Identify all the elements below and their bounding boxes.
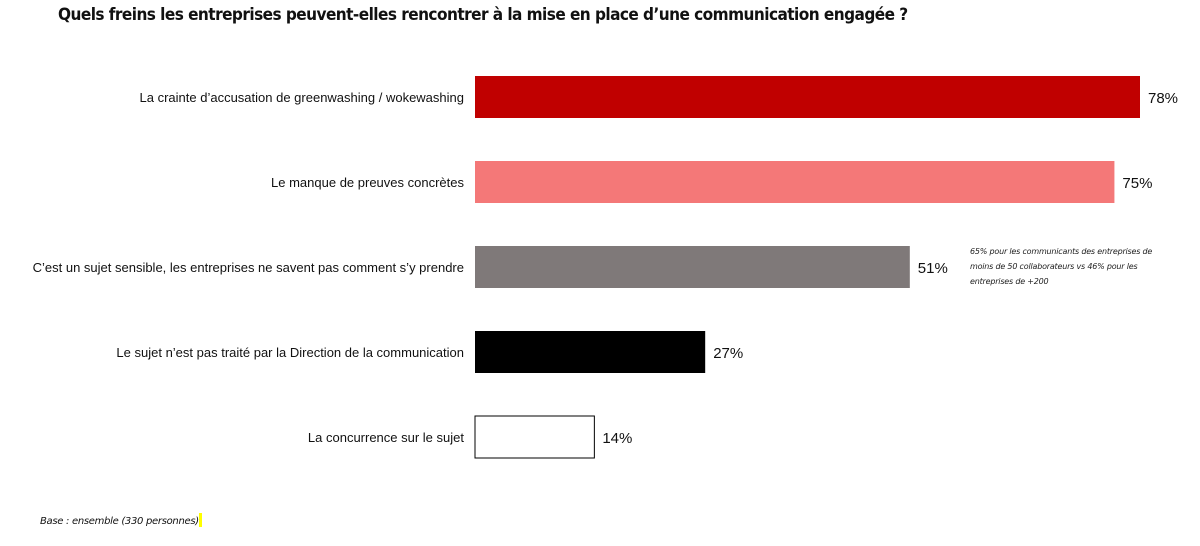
value-label: 14% (602, 430, 632, 447)
category-label: Le sujet n’est pas traité par la Directi… (116, 345, 464, 360)
bar (475, 161, 1115, 203)
value-label: 78% (1148, 90, 1178, 107)
highlight-mark (198, 513, 202, 527)
annotation-note: 65% pour les communicants des entreprise… (970, 247, 1153, 286)
value-label: 75% (1122, 175, 1152, 192)
category-label: La crainte d’accusation de greenwashing … (140, 90, 464, 105)
bar (474, 415, 595, 459)
value-label: 51% (918, 260, 948, 277)
bar (475, 76, 1140, 118)
category-label: La concurrence sur le sujet (308, 430, 464, 445)
category-label: C’est un sujet sensible, les entreprises… (33, 260, 464, 275)
bar (475, 246, 910, 288)
bar (475, 331, 706, 373)
category-label: Le manque de preuves concrètes (271, 175, 464, 190)
base-footnote: Base : ensemble (330 personnes) (40, 513, 202, 527)
value-label: 27% (713, 345, 743, 362)
chart-title: Quels freins les entreprises peuvent-ell… (58, 5, 908, 24)
